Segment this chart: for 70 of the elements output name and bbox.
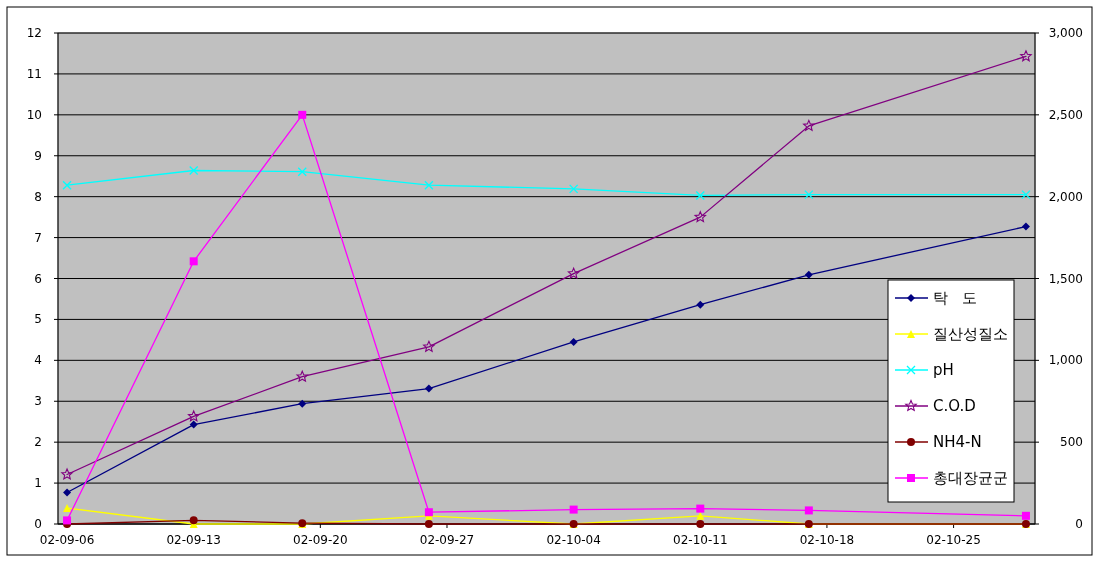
y-tick-label: 10 — [26, 107, 42, 122]
point — [298, 110, 307, 119]
point — [568, 184, 579, 194]
point — [803, 119, 815, 131]
point — [298, 399, 307, 408]
point — [1021, 222, 1030, 231]
y-tick-label: 0 — [34, 517, 42, 531]
point — [189, 257, 198, 266]
point — [296, 370, 309, 382]
point — [63, 516, 72, 525]
x-tick-label: 02-10-11 — [673, 533, 728, 547]
point — [423, 340, 435, 352]
y2-tick-label: 2,000 — [1048, 189, 1083, 204]
legend-label: 질산성질소 — [933, 325, 1008, 343]
legend-label: NH4-N — [933, 433, 982, 451]
x-tick-label: 02-10-04 — [546, 533, 601, 547]
point — [1020, 50, 1032, 62]
legend-label: 탁 도 — [933, 289, 978, 307]
point — [569, 337, 578, 346]
point — [61, 468, 73, 480]
point — [63, 504, 72, 513]
point — [569, 505, 578, 514]
x-tick-label: 02-09-13 — [166, 533, 221, 547]
point — [189, 420, 198, 429]
y2-tick-label: 500 — [1060, 435, 1083, 450]
x-tick-label: 02-10-25 — [926, 533, 981, 547]
point — [1021, 189, 1031, 200]
point — [804, 189, 814, 200]
y-tick-label: 4 — [34, 353, 42, 368]
point — [695, 190, 705, 201]
point — [424, 520, 433, 528]
point — [804, 506, 813, 515]
point — [424, 180, 434, 190]
y2-tick-label: 1,000 — [1048, 353, 1083, 368]
point — [189, 516, 198, 525]
y-tick-label: 8 — [34, 189, 42, 204]
point — [567, 267, 580, 279]
y-tick-label: 12 — [26, 26, 42, 40]
legend-label: pH — [933, 361, 954, 379]
y2-tick-label: 0 — [1075, 517, 1083, 531]
point — [187, 410, 200, 422]
point — [696, 520, 705, 528]
x-tick-label: 02-09-27 — [419, 533, 475, 547]
point — [297, 167, 307, 177]
point — [696, 300, 705, 309]
x-tick-label: 02-10-18 — [799, 533, 855, 547]
y-tick-label: 1 — [34, 476, 42, 491]
y2-tick-label: 3,000 — [1048, 26, 1083, 40]
point — [424, 384, 433, 393]
point — [1021, 511, 1030, 520]
y-tick-label: 3 — [34, 394, 42, 409]
point — [62, 180, 72, 190]
point — [696, 504, 705, 513]
y-tick-label: 5 — [34, 312, 42, 327]
point — [694, 211, 707, 223]
y-tick-label: 6 — [34, 271, 42, 286]
point — [696, 511, 705, 520]
y-tick-label: 2 — [34, 435, 42, 450]
x-tick-label: 02-09-20 — [293, 533, 348, 547]
legend-label: 총대장균군 — [933, 469, 1008, 487]
y2-tick-label: 2,500 — [1048, 107, 1083, 122]
point — [189, 165, 199, 176]
legend-label: C.O.D — [933, 397, 976, 415]
point — [63, 488, 72, 497]
x-tick-label: 02-09-06 — [39, 533, 95, 547]
y-tick-label: 7 — [34, 230, 42, 245]
y-tick-label: 11 — [26, 66, 42, 81]
y-tick-label: 9 — [34, 148, 42, 163]
point — [804, 270, 813, 279]
y2-tick-label: 1,500 — [1048, 271, 1083, 286]
